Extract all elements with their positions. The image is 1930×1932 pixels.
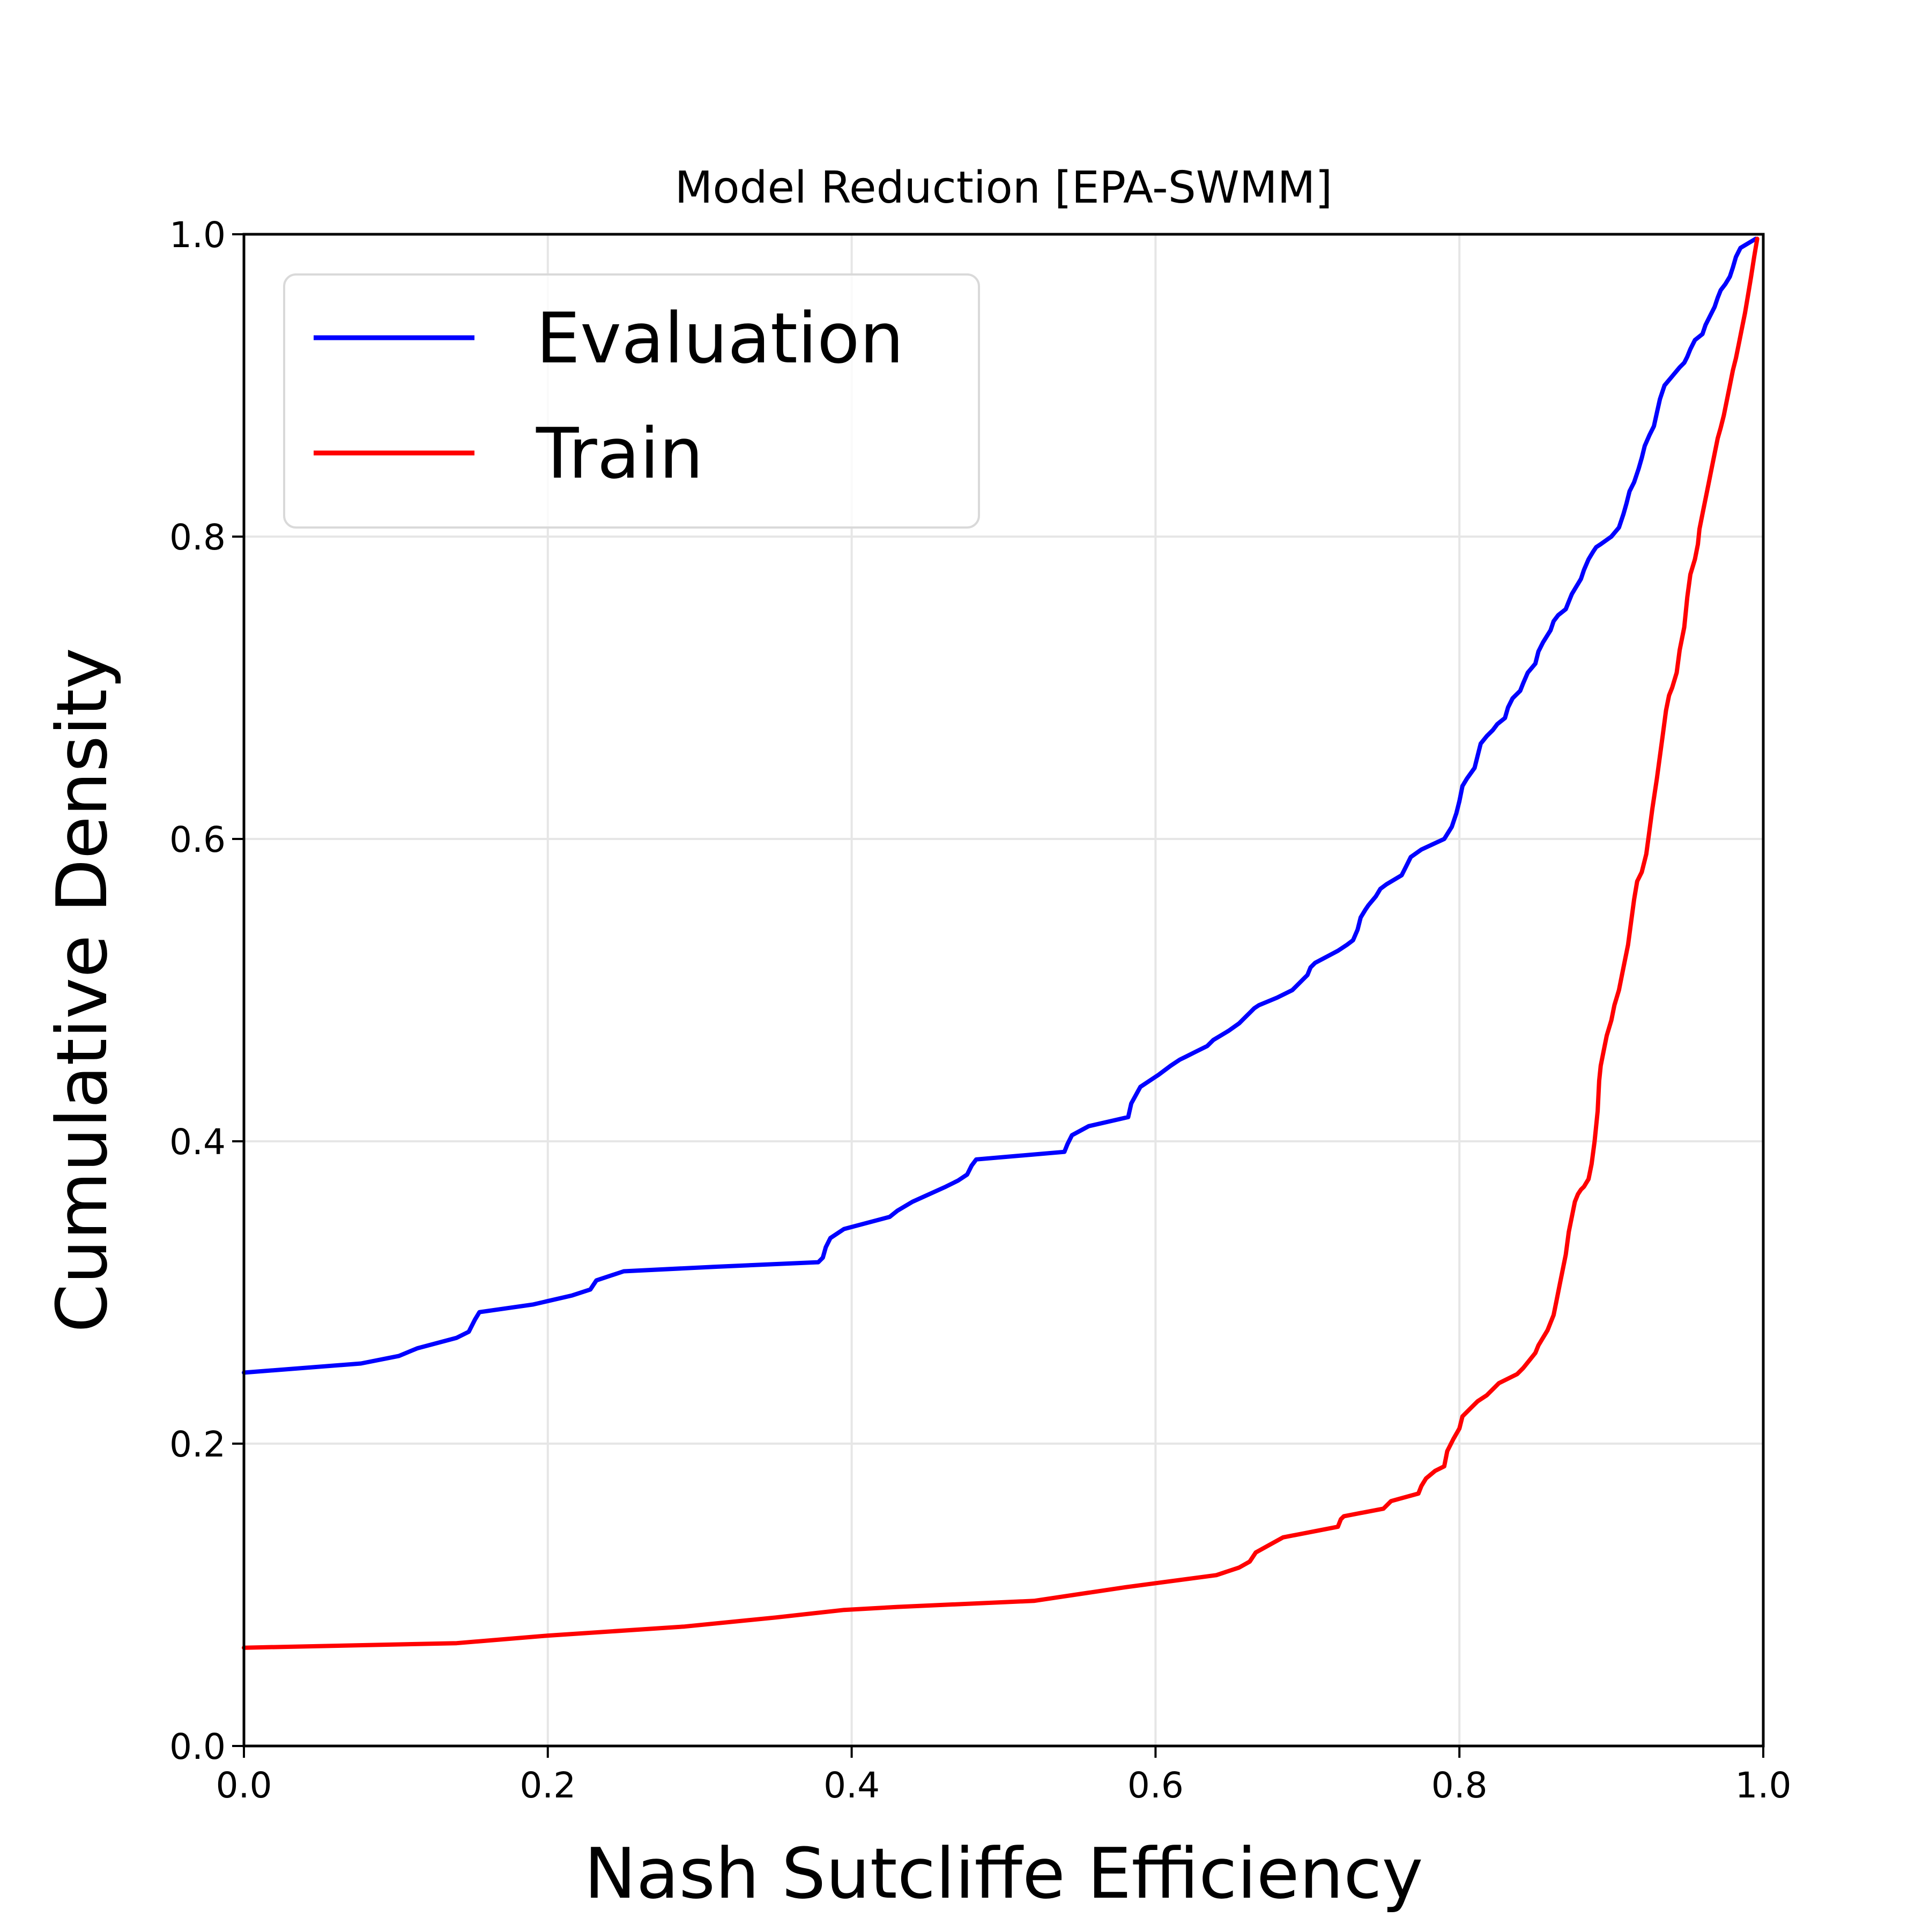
- legend: Evaluation Train: [283, 273, 980, 529]
- series-line-train: [242, 236, 1760, 1650]
- chart-title: Model Reduction [EPA-SWMM]: [675, 162, 1333, 213]
- tick-layer: 0.0 0.2 0.4 0.6 0.8 1.0 0.0 0.2 0.4 0.6 0.8 1.0: [169, 214, 1791, 1806]
- y-axis-label: Cumulative Density: [41, 648, 123, 1333]
- y-tick-label: 0.4: [169, 1121, 226, 1163]
- y-tick-label: 0.6: [169, 819, 226, 860]
- y-tick-label: 0.0: [169, 1726, 226, 1767]
- x-axis-label: Nash Sutcliffe Efficiency: [584, 1833, 1423, 1914]
- x-tick-label: 0.0: [216, 1765, 272, 1806]
- axes-frame: [242, 233, 1765, 1748]
- legend-label-evaluation: Evaluation: [536, 298, 904, 379]
- x-tick-label: 0.6: [1127, 1765, 1184, 1806]
- series-layer: [242, 236, 1760, 1650]
- x-tick-label: 1.0: [1735, 1765, 1792, 1806]
- series-line-evaluation: [242, 236, 1758, 1375]
- x-tick-label: 0.8: [1431, 1765, 1488, 1806]
- x-tick-label: 0.2: [519, 1765, 576, 1806]
- legend-label-train: Train: [536, 413, 703, 494]
- y-tick-label: 1.0: [169, 214, 226, 256]
- y-tick-label: 0.8: [169, 517, 226, 558]
- y-tick-label: 0.2: [169, 1424, 226, 1465]
- x-tick-label: 0.4: [823, 1765, 880, 1806]
